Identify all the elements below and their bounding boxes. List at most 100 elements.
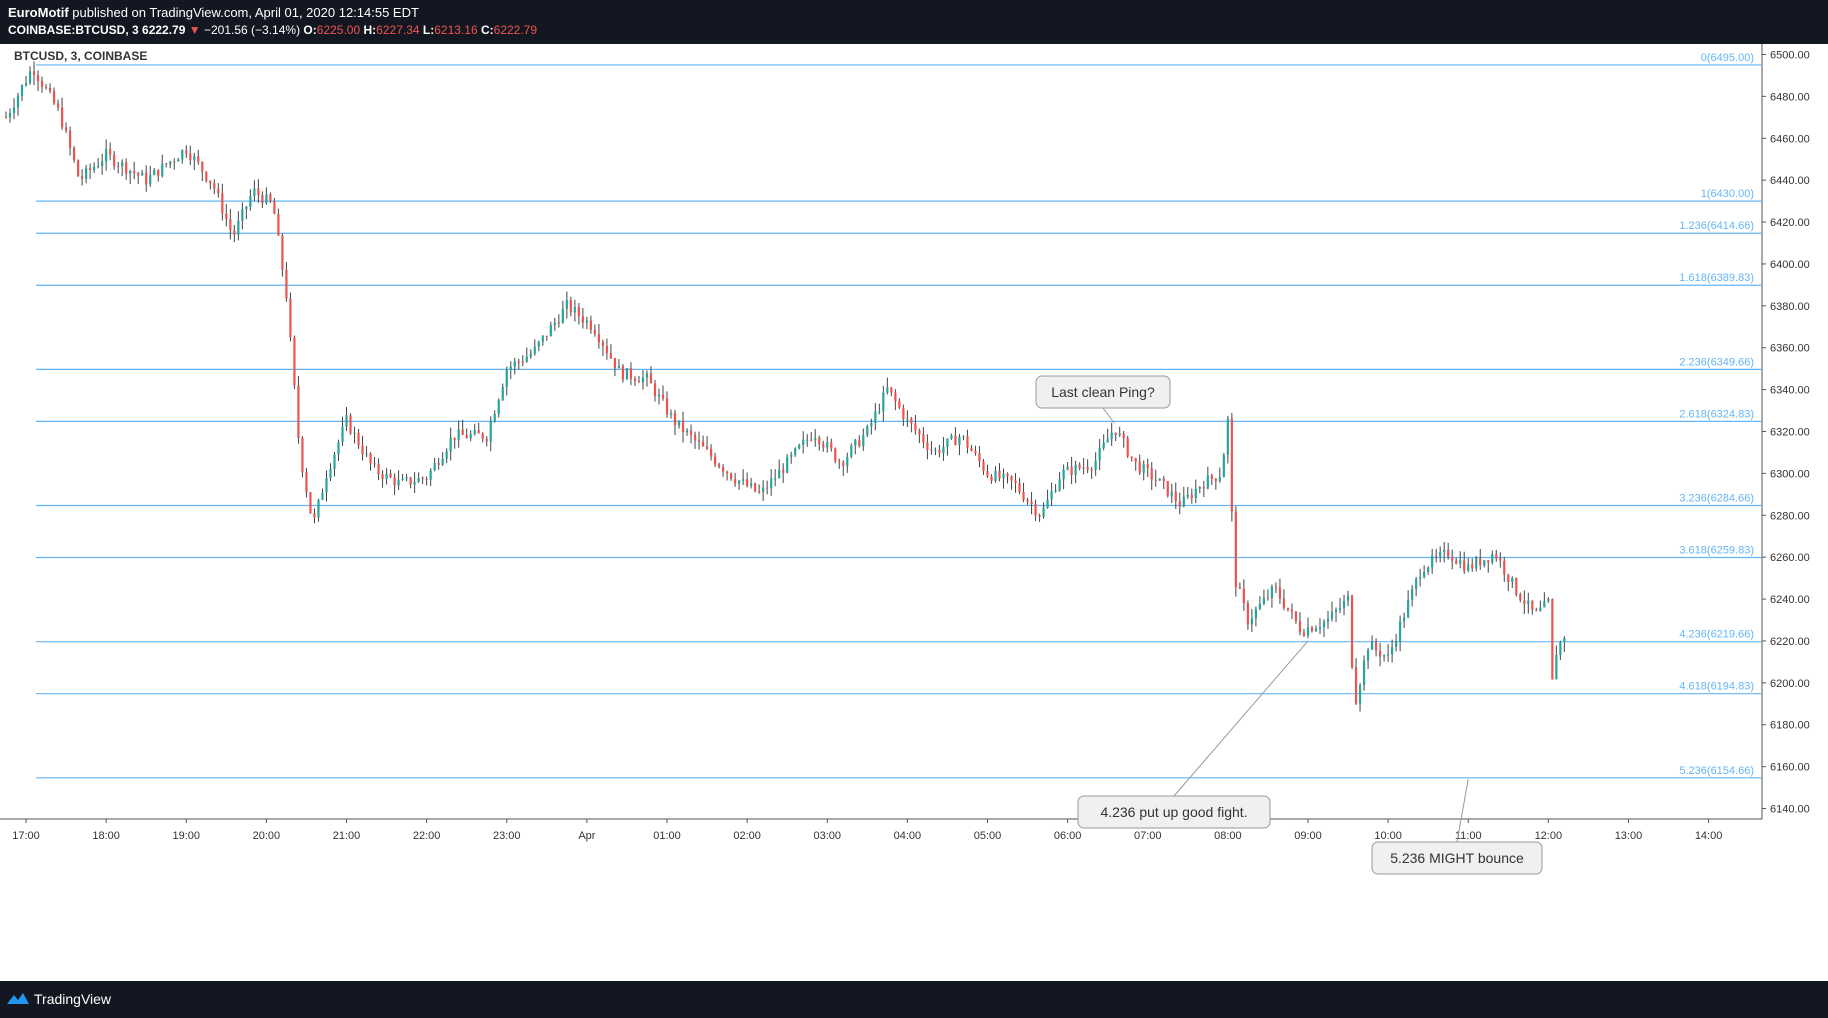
candle-body: [1170, 491, 1173, 496]
low-label: L:: [422, 23, 435, 37]
candle-body: [1310, 627, 1314, 632]
candle-body: [301, 437, 304, 473]
x-tick-label: 17:00: [12, 830, 40, 842]
candle-body: [1010, 476, 1013, 481]
candle-body: [1058, 479, 1061, 491]
brand-name[interactable]: TradingView: [34, 991, 112, 1007]
candle-body: [1415, 578, 1418, 589]
candle-body: [1411, 588, 1414, 600]
candle-body: [1447, 549, 1450, 557]
candle-body: [1086, 467, 1089, 470]
chart-area[interactable]: BTCUSD, 3, COINBASE 6500.00 6480.00 6460.0…: [0, 44, 1828, 981]
candle-body: [862, 435, 865, 447]
annotation-5236-bounce: 5.236 MIGHT bounce: [1371, 779, 1543, 875]
candle-body: [121, 162, 124, 167]
author-name[interactable]: EuroMotif: [8, 5, 69, 20]
candle-body: [894, 392, 897, 402]
candle-body: [1166, 481, 1169, 496]
candle-body: [1391, 647, 1394, 655]
x-tick-label: 13:00: [1615, 830, 1643, 842]
tradingview-logo-icon[interactable]: [6, 991, 30, 1008]
candle-body: [1046, 499, 1049, 508]
candle-body: [866, 426, 869, 436]
candle-body: [1547, 599, 1550, 602]
candle-body: [1054, 490, 1057, 492]
candle-body: [48, 87, 52, 91]
candle-body: [954, 435, 957, 446]
candle-body: [1142, 464, 1145, 473]
candle-body: [1158, 478, 1161, 481]
candle-body: [1030, 501, 1033, 505]
candle-body: [329, 468, 332, 479]
candle-body: [537, 341, 540, 347]
candle-body: [653, 383, 657, 397]
candle-body: [617, 365, 621, 369]
candle-body: [1399, 621, 1402, 643]
candle-body: [1246, 602, 1249, 625]
fib-level-label: 0(6495.00): [1701, 52, 1754, 64]
candle-body: [52, 90, 56, 104]
candle-body: [461, 429, 464, 435]
candle-body: [593, 329, 596, 335]
candle-body: [818, 437, 821, 445]
candle-body: [1515, 577, 1518, 595]
candle-body: [762, 487, 765, 492]
candle-body: [341, 426, 344, 443]
candle-body: [405, 477, 408, 479]
candle-body: [237, 220, 240, 235]
candle-body: [153, 169, 156, 175]
candle-body: [1286, 607, 1290, 610]
callout-pointer: [1456, 779, 1469, 843]
candle-body: [1102, 442, 1105, 448]
candle-body: [1022, 492, 1025, 500]
callout-text: 5.236 MIGHT bounce: [1390, 850, 1524, 866]
candle-body: [1298, 620, 1302, 633]
candle-body: [133, 170, 136, 174]
candle-body: [1126, 438, 1129, 457]
candle-body: [1218, 477, 1221, 482]
candle-body: [36, 74, 40, 82]
candle-body: [1042, 507, 1045, 517]
candle-body: [137, 173, 140, 176]
candle-body: [850, 445, 853, 457]
candle-body: [28, 71, 32, 83]
candle-body: [1535, 609, 1538, 611]
candle-body: [469, 434, 472, 439]
candle-body: [1330, 611, 1334, 619]
fib-level-label: 2.618(6324.83): [1679, 408, 1754, 420]
candle-body: [253, 188, 256, 197]
candle-body: [389, 473, 392, 478]
candle-body: [1326, 618, 1330, 622]
candle-body: [1098, 447, 1101, 461]
candle-body: [1050, 491, 1053, 500]
candle-body: [693, 434, 697, 441]
price-chart[interactable]: BTCUSD, 3, COINBASE 6500.00 6480.00 6460.0…: [0, 44, 1828, 981]
candle-body: [225, 213, 228, 220]
callout-box: [1077, 795, 1271, 829]
candle-body: [1146, 464, 1149, 469]
candle-body: [1471, 564, 1474, 569]
x-tick-label: 12:00: [1535, 830, 1563, 842]
candle-body: [1270, 586, 1274, 598]
candle-body: [1318, 627, 1322, 629]
published-text: published on TradingView.com, April 01, …: [72, 5, 419, 20]
candle-body: [457, 429, 460, 440]
callout-box: [1371, 841, 1543, 875]
candle-body: [261, 195, 264, 204]
candle-body: [665, 398, 669, 415]
candle-body: [1090, 469, 1093, 471]
y-tick-label: 6160.00: [1770, 762, 1810, 774]
symbol-line: COINBASE:BTCUSD, 3: [8, 23, 139, 37]
candle-body: [149, 174, 152, 185]
candle-body: [325, 478, 328, 493]
candle-body: [397, 479, 400, 486]
candle-body: [982, 461, 985, 472]
candle-body: [1487, 560, 1490, 563]
candle-body: [1559, 642, 1562, 655]
candle-body: [249, 196, 252, 207]
candle-body: [157, 169, 160, 176]
candle-body: [1262, 597, 1266, 604]
candle-body: [1334, 609, 1338, 612]
candle-body: [834, 448, 837, 462]
candle-body: [485, 438, 488, 442]
